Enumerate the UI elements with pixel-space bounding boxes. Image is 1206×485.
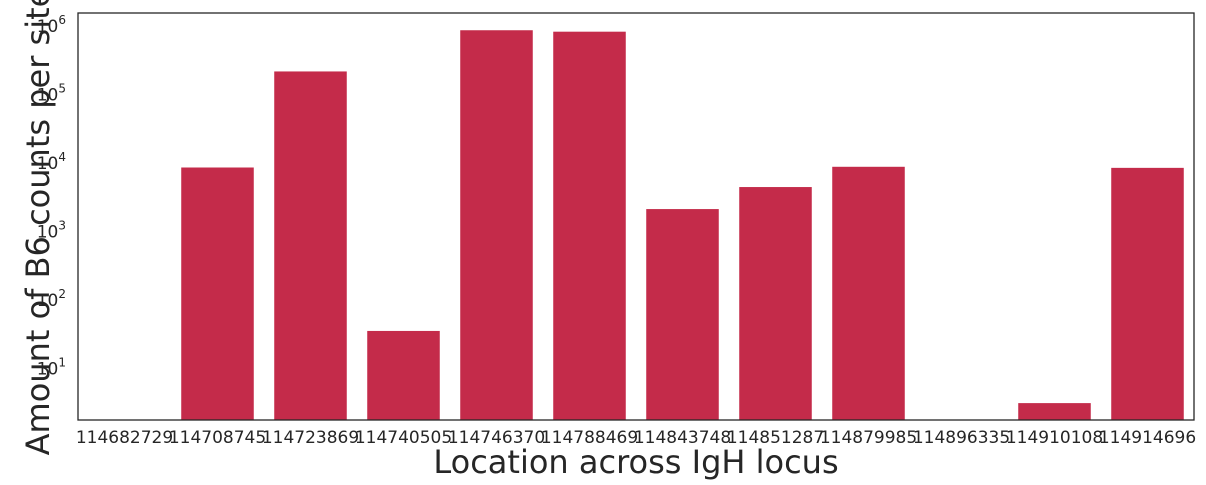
x-tick-label: 114910108 <box>1006 428 1103 448</box>
x-tick-label: 114788469 <box>541 428 638 448</box>
bar-114746370 <box>460 30 533 421</box>
x-tick-label: 114740505 <box>355 428 452 448</box>
y-tick-label: 101 <box>37 355 66 379</box>
bar-114708745 <box>181 167 254 420</box>
x-axis-title: Location across IgH locus <box>433 443 838 481</box>
y-axis-title: Amount of B6 counts per site <box>19 0 57 455</box>
x-tick-label: 114843748 <box>634 428 731 448</box>
x-tick-label: 114682729 <box>76 428 173 448</box>
x-tick-label: 114851287 <box>727 428 824 448</box>
bar-114843748 <box>646 209 719 420</box>
bar-114740505 <box>367 330 440 420</box>
bar-114910108 <box>1018 403 1091 420</box>
x-tick-label: 114896335 <box>913 428 1010 448</box>
y-tick-label: 105 <box>37 82 66 106</box>
y-tick-label: 103 <box>37 218 66 242</box>
bars <box>181 30 1184 421</box>
x-tick-label: 114879985 <box>820 428 917 448</box>
y-tick-labels: 101 102 103 104 105 106 <box>37 13 66 379</box>
y-tick-label: 104 <box>37 150 66 174</box>
plot-frame <box>77 12 1195 421</box>
x-tick-label: 114723869 <box>262 428 359 448</box>
x-tick-label: 114708745 <box>169 428 266 448</box>
bar-114723869 <box>274 71 347 420</box>
x-tick-labels: 1146827291147087451147238691147405051147… <box>76 428 1196 448</box>
y-tick-label: 106 <box>37 13 66 37</box>
x-tick-label: 114746370 <box>448 428 545 448</box>
x-tick-label: 114914696 <box>1099 428 1196 448</box>
bar-114879985 <box>832 166 905 420</box>
bar-114851287 <box>739 187 812 420</box>
bar-114788469 <box>553 31 626 420</box>
bar-114914696 <box>1111 167 1184 420</box>
y-tick-label: 102 <box>37 287 66 311</box>
